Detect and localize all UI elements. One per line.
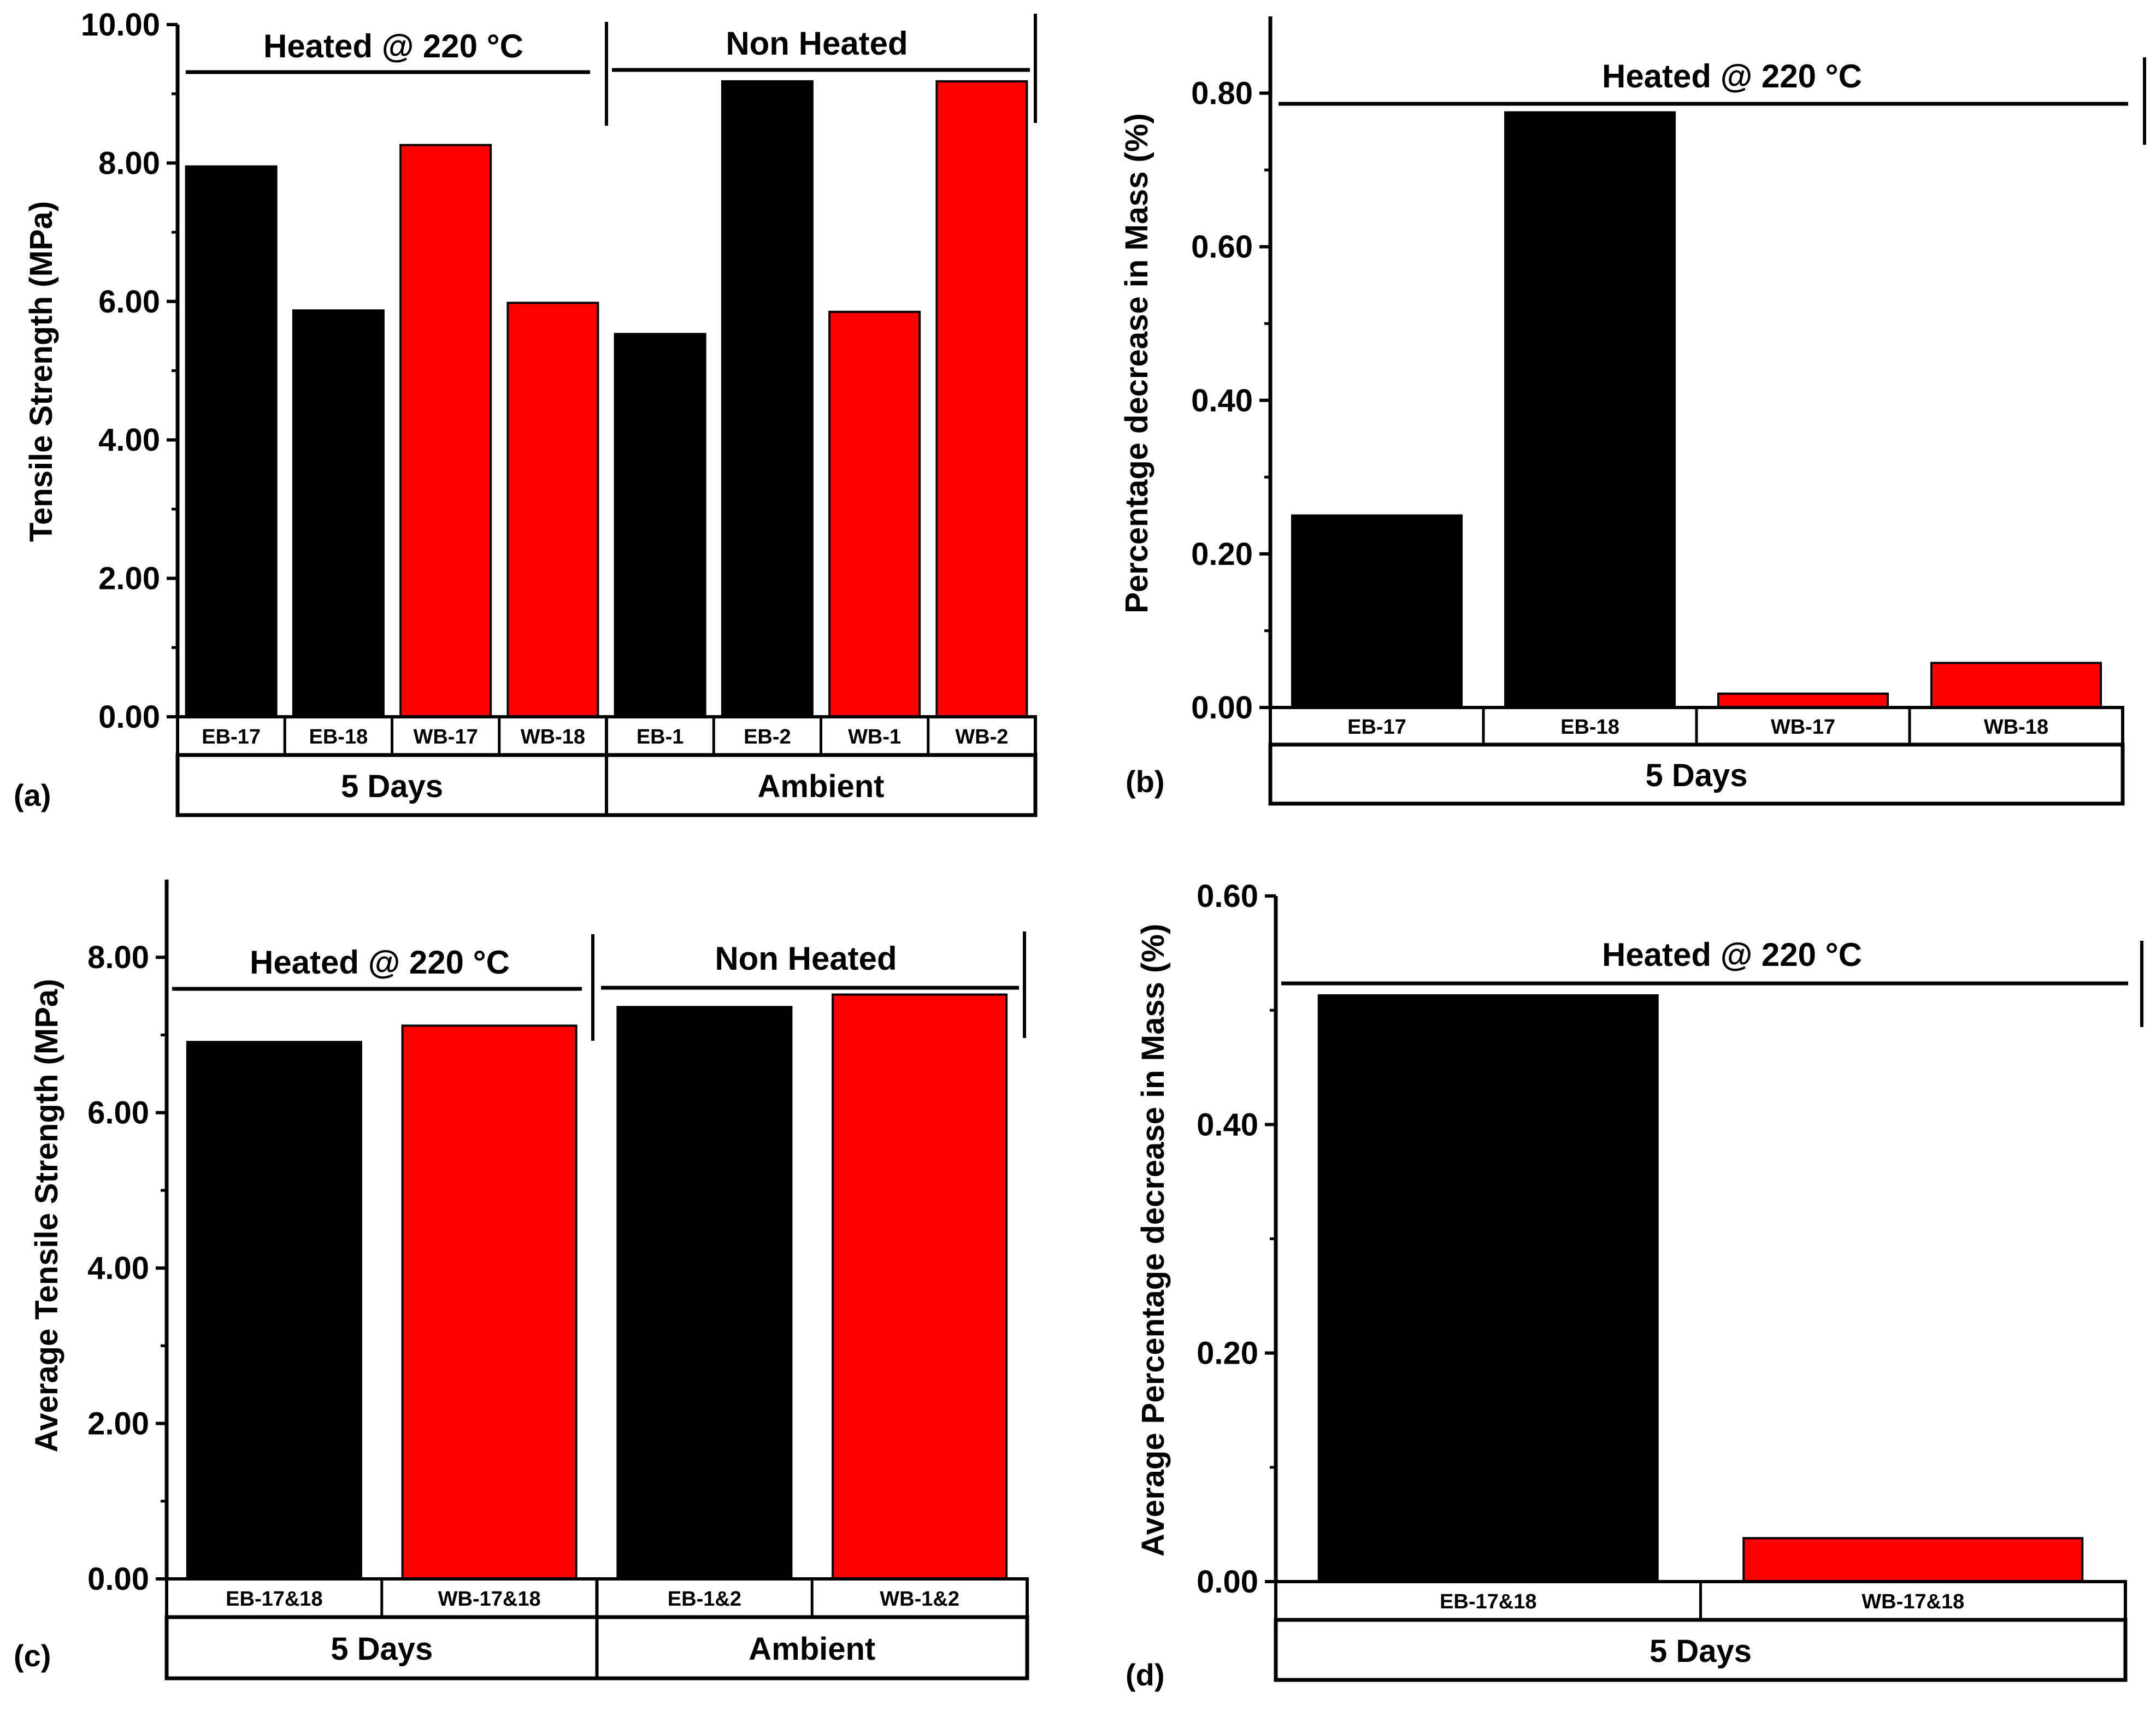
x-category-label: EB-18 [1560,716,1619,739]
bar [399,144,492,718]
annotation-label: Heated @ 220 °C [1602,936,1862,973]
bar [614,333,706,718]
x-group-label: 5 Days [1650,1634,1752,1669]
group-row [1268,742,2125,806]
bar [832,993,1008,1580]
bar [1291,514,1463,709]
x-group-label: 5 Days [1645,758,1747,793]
bar [401,1024,578,1580]
y-tick-label: 10.00 [81,7,160,43]
x-category-label: EB-17 [202,726,261,748]
bar [616,1006,793,1580]
x-category-label: WB-1 [848,726,901,748]
x-category-label: WB-18 [521,726,585,748]
bar [721,80,814,718]
annotation-label: Heated @ 220 °C [250,944,510,981]
y-axis-title: Average Percentage decrease in Mass (%) [1135,924,1171,1556]
x-category-label: WB-17 [414,726,478,748]
y-tick-label: 8.00 [98,145,160,181]
x-category-label: EB-1 [637,726,684,748]
x-group-label: 5 Days [331,1631,433,1667]
x-category-label: WB-17&18 [1862,1590,1964,1613]
y-tick-label: 6.00 [87,1095,149,1131]
y-tick-label: 0.20 [1191,536,1253,572]
y-tick-label: 0.40 [1191,383,1253,418]
bar [292,309,385,718]
panel-label: (b) [1126,764,1165,799]
y-tick-label: 0.60 [1197,878,1258,914]
x-category-label: WB-17&18 [438,1588,541,1611]
annotation-label: Non Heated [726,25,908,62]
chart-panel-1: 0.00 2.00 4.00 6.00 8.00 10.00 Tensile Strengt… [14,7,1038,817]
x-group-label: 5 Days [341,769,443,804]
y-tick-label: 0.00 [98,699,160,735]
x-category-label: EB-17&18 [226,1588,322,1611]
bar [935,80,1028,718]
y-tick-label: 4.00 [87,1251,149,1286]
y-axis-title: Percentage decrease in Mass (%) [1119,113,1154,614]
x-category-label: WB-17 [1771,716,1835,739]
annotation-label: Heated @ 220 °C [263,28,523,64]
y-tick-label: 2.00 [98,561,160,597]
x-category-label: EB-2 [744,726,791,748]
y-axis-title: Tensile Strength (MPa) [23,201,59,542]
panel-label: (c) [14,1638,51,1673]
x-category-label: WB-18 [1984,716,2048,739]
x-category-label: EB-18 [309,726,368,748]
bar [1742,1537,2084,1583]
x-category-label: EB-17 [1347,716,1406,739]
y-tick-label: 6.00 [98,284,160,320]
chart-panel-3: 0.00 2.00 4.00 6.00 8.00 Average Tensile Stre… [14,880,1029,1680]
y-tick-label: 0.20 [1197,1336,1258,1371]
y-tick-label: 0.40 [1197,1107,1258,1142]
y-tick-label: 0.00 [87,1561,149,1597]
panel-label: (d) [1126,1658,1165,1692]
y-tick-label: 8.00 [87,940,149,975]
bar [1930,662,2102,709]
x-category-label: EB-1&2 [668,1588,741,1611]
y-tick-label: 0.80 [1191,76,1253,111]
bar [506,302,599,718]
chart-panel-4: 0.00 0.20 0.40 0.60 Average Percentage decre… [1126,878,2143,1692]
annotation-label: Non Heated [715,940,897,977]
y-tick-label: 2.00 [87,1406,149,1442]
y-tick-label: 0.60 [1191,229,1253,265]
bar [186,1041,362,1580]
bar [1317,994,1659,1583]
bar [828,310,921,718]
y-tick-label: 4.00 [98,422,160,458]
bar [1504,111,1676,709]
bar [1717,692,1889,709]
bar [185,165,278,718]
y-tick-label: 0.00 [1197,1564,1258,1600]
group-row [1274,1618,2128,1682]
y-axis-title: Average Tensile Strength (MPa) [29,979,64,1453]
x-group-label: Ambient [758,769,885,804]
x-category-label: WB-2 [955,726,1008,748]
panel-label: (a) [14,778,51,812]
x-category-label: WB-1&2 [880,1588,959,1611]
annotation-label: Heated @ 220 °C [1602,58,1862,95]
y-tick-label: 0.00 [1191,690,1253,726]
x-group-label: Ambient [749,1631,875,1667]
chart-panel-2: 0.00 0.20 0.40 0.60 0.80 Percentage decrease … [1119,16,2146,806]
x-category-label: EB-17&18 [1440,1590,1536,1613]
